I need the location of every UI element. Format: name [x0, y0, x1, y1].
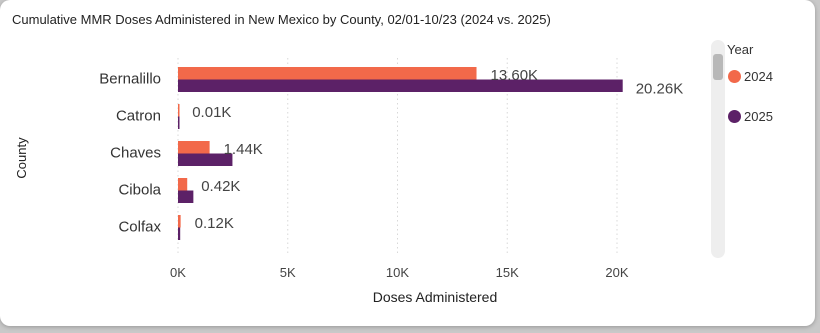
legend-scrollbar-track[interactable]	[711, 40, 725, 258]
bar-2024	[178, 178, 188, 191]
x-tick-label: 0K	[170, 265, 186, 280]
axes: 0K 5K 10K 15K 20K Bernalillo Catron Chaves Cibol…	[99, 71, 629, 281]
x-tick-label: 20K	[605, 265, 628, 280]
bar-2024	[178, 104, 180, 117]
legend-marker-2024	[728, 70, 741, 83]
bar-2024	[178, 215, 181, 228]
legend-item-2025[interactable]: 2025	[728, 109, 773, 124]
bar-2025	[178, 227, 181, 240]
x-tick-label: 15K	[496, 265, 519, 280]
y-tick-label: Catron	[116, 108, 161, 125]
data-label-2024: 0.12K	[195, 215, 234, 232]
data-label-2024: 0.42K	[201, 178, 240, 195]
x-axis-title: Doses Administered	[373, 289, 498, 305]
legend-title: Year	[727, 42, 754, 57]
legend-label-2025: 2025	[744, 109, 773, 124]
data-label-2025: 20.26K	[636, 81, 684, 98]
bar-2025	[178, 79, 623, 92]
data-labels: 13.60K 20.26K 0.01K 1.44K 0.42K 0.12K	[192, 67, 683, 232]
x-tick-label: 10K	[386, 265, 409, 280]
y-axis-title: County	[14, 137, 29, 179]
bar-chart: 13.60K 20.26K 0.01K 1.44K 0.42K 0.12K 0K 5K 10K…	[14, 58, 683, 305]
bar-2024	[178, 67, 477, 80]
chart-card: Cumulative MMR Doses Administered in New…	[0, 0, 815, 326]
bar-2025	[178, 153, 233, 166]
data-label-2024: 13.60K	[491, 67, 539, 84]
y-tick-label: Colfax	[118, 219, 161, 236]
x-tick-label: 5K	[280, 265, 296, 280]
data-label-2024: 1.44K	[224, 141, 263, 158]
data-label-2024: 0.01K	[192, 104, 231, 121]
legend-marker-2025	[728, 110, 741, 123]
bars	[178, 67, 623, 240]
y-tick-label: Chaves	[110, 145, 161, 162]
legend-label-2024: 2024	[744, 69, 773, 84]
y-tick-label: Cibola	[118, 182, 161, 199]
bar-2025	[178, 190, 194, 203]
y-tick-label: Bernalillo	[99, 71, 161, 88]
legend-scrollbar-thumb[interactable]	[713, 54, 723, 80]
bar-2025	[178, 116, 180, 129]
bar-2024	[178, 141, 210, 154]
legend-item-2024[interactable]: 2024	[728, 69, 773, 84]
chart-title: Cumulative MMR Doses Administered in New…	[12, 12, 551, 27]
